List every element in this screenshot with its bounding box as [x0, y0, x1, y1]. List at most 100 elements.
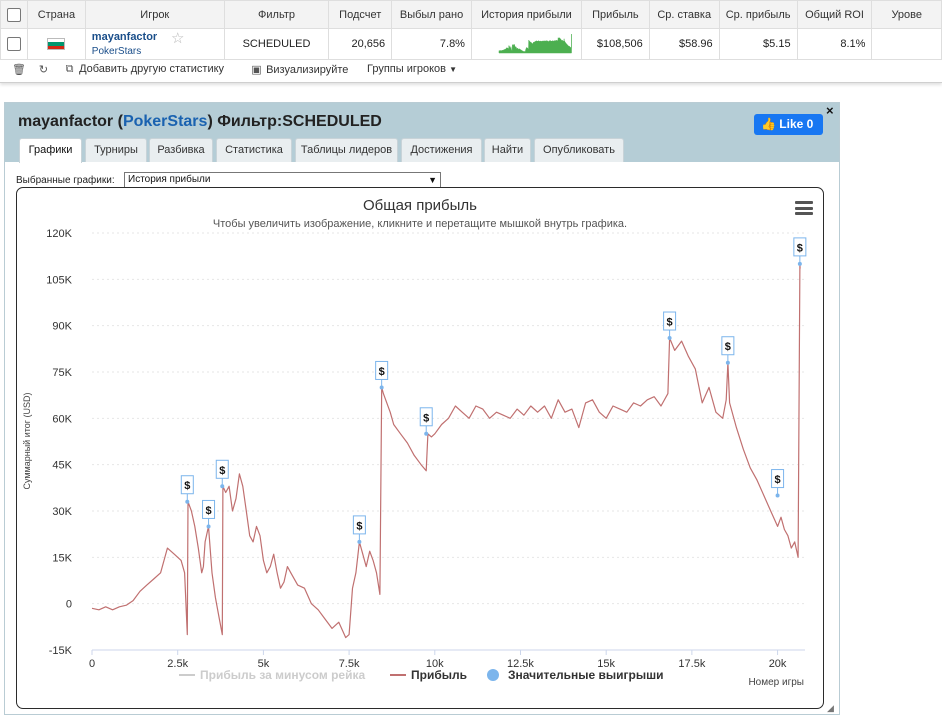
chevron-down-icon: ▼ — [449, 65, 457, 74]
big-win-flag[interactable] — [180, 475, 194, 495]
big-win-flag[interactable] — [352, 515, 366, 535]
big-win-flag-label: $ — [423, 412, 429, 424]
header-count[interactable]: Подсчет — [328, 0, 393, 29]
filter-cell: SCHEDULED — [223, 28, 330, 60]
big-win-flag[interactable] — [375, 360, 389, 380]
favorite-star-icon[interactable]: ☆ — [171, 30, 185, 47]
big-win-flag[interactable] — [215, 459, 229, 479]
legend-item[interactable]: Прибыль — [390, 668, 467, 682]
tab-publish[interactable]: Опубликовать — [534, 138, 624, 162]
x-tick-label: 0 — [89, 658, 95, 670]
big-win-marker[interactable] — [667, 336, 672, 341]
select-all-checkbox[interactable] — [7, 7, 21, 22]
header-player[interactable]: Игрок — [84, 0, 225, 29]
row-select-cell[interactable] — [0, 28, 28, 60]
close-icon[interactable]: × — [826, 103, 834, 118]
panel-paren-open: ( — [117, 113, 123, 130]
big-win-flag-label: $ — [797, 242, 803, 254]
big-win-marker[interactable] — [424, 431, 429, 436]
visualize-label: Визуализируйте — [266, 64, 349, 76]
big-win-flag[interactable] — [793, 237, 807, 257]
header-early-out[interactable]: Выбыл рано — [391, 0, 472, 29]
player-panel: mayanfactor (PokerStars) Фильтр:SCHEDULE… — [4, 102, 840, 715]
y-axis-title: Суммарный итог (USD) — [22, 392, 32, 489]
add-stats-label: Добавить другую статистику — [79, 63, 225, 75]
big-win-marker[interactable] — [797, 261, 802, 266]
chart-select[interactable]: История прибыли ▼ — [124, 172, 441, 188]
refresh-icon[interactable]: ↻ — [38, 64, 49, 76]
tab-tournaments[interactable]: Турниры — [85, 138, 147, 162]
big-win-flag-label: $ — [667, 317, 673, 329]
panel-network-link[interactable]: PokerStars — [122, 113, 208, 130]
player-stats-table: Страна Игрок Фильтр Подсчет Выбыл рано И… — [0, 0, 942, 60]
header-select[interactable] — [0, 0, 28, 29]
player-groups-label: Группы игроков — [367, 63, 446, 75]
big-win-flag[interactable] — [721, 336, 735, 356]
profit-chart-svg[interactable]: Общая прибыль Чтобы увеличить изображение… — [17, 188, 823, 708]
table-toolbar: 🗑 ↻ ⧉ Добавить другую статистику ▣ Визуа… — [0, 59, 942, 81]
header-profit[interactable]: Прибыль — [580, 0, 650, 29]
resize-handle-icon[interactable]: ◢ — [827, 703, 834, 713]
header-level[interactable]: Урове — [871, 0, 942, 29]
visualize-button[interactable]: ▣ Визуализируйте — [250, 63, 348, 76]
tab-charts[interactable]: Графики — [19, 138, 82, 163]
header-total-roi[interactable]: Общий ROI — [796, 0, 873, 29]
early-out-cell: 7.8% — [391, 28, 472, 60]
tab-achievements[interactable]: Достижения — [401, 138, 482, 162]
big-win-flag[interactable] — [202, 499, 216, 519]
player-network-link[interactable]: PokerStars — [91, 45, 142, 57]
tab-leaderboards[interactable]: Таблицы лидеров — [295, 138, 398, 162]
player-groups-dropdown[interactable]: Группы игроков ▼ — [367, 63, 457, 75]
y-tick-label: -15K — [49, 645, 73, 657]
header-avg-stake[interactable]: Ср. ставка — [648, 0, 720, 29]
big-win-marker[interactable] — [379, 385, 384, 390]
facebook-like-button[interactable]: 👍 Like 0 — [754, 114, 823, 135]
x-tick-label: 20k — [769, 658, 787, 670]
big-win-marker[interactable] — [206, 524, 211, 529]
add-window-icon: ⧉ — [65, 63, 74, 75]
panel-title: mayanfactor (PokerStars) Фильтр:SCHEDULE… — [18, 113, 382, 131]
big-win-marker[interactable] — [725, 360, 730, 365]
big-win-flag[interactable] — [419, 407, 433, 427]
big-win-flag[interactable] — [771, 469, 785, 489]
trash-icon[interactable]: 🗑 — [12, 64, 26, 76]
y-tick-label: 105K — [46, 274, 72, 286]
roi-cell: 8.1% — [796, 28, 873, 60]
chevron-down-icon: ▼ — [428, 175, 437, 185]
row-checkbox[interactable] — [7, 37, 21, 51]
x-tick-label: 5k — [258, 658, 270, 670]
big-win-flag-label: $ — [184, 480, 190, 492]
country-cell — [27, 28, 86, 60]
tab-breakdown[interactable]: Разбивка — [149, 138, 213, 162]
legend-item[interactable]: Значительные выигрыши — [487, 668, 664, 682]
big-win-marker[interactable] — [775, 493, 780, 498]
header-profit-history[interactable]: История прибыли — [470, 0, 582, 29]
big-win-marker[interactable] — [185, 499, 190, 504]
header-filter[interactable]: Фильтр — [223, 0, 330, 29]
profit-history-cell[interactable] — [470, 28, 582, 60]
x-tick-label: 15k — [597, 658, 615, 670]
y-tick-label: 90K — [52, 321, 72, 333]
panel-header: mayanfactor (PokerStars) Фильтр:SCHEDULE… — [5, 103, 839, 163]
player-name-link[interactable]: mayanfactor — [91, 30, 158, 43]
big-win-flag[interactable] — [663, 311, 677, 331]
add-stats-button[interactable]: ⧉ Добавить другую статистику — [63, 63, 225, 76]
image-icon: ▣ — [251, 64, 262, 76]
bulgaria-flag-icon — [48, 39, 65, 50]
header-country[interactable]: Страна — [27, 0, 86, 29]
big-win-flag-label: $ — [205, 505, 211, 517]
profit-chart[interactable]: Общая прибыль Чтобы увеличить изображение… — [16, 187, 824, 709]
tab-find[interactable]: Найти — [484, 138, 531, 162]
panel-paren-close: ) — [207, 113, 213, 130]
header-avg-profit[interactable]: Ср. прибыль — [718, 0, 798, 29]
tab-statistics[interactable]: Статистика — [216, 138, 292, 162]
chart-menu-icon[interactable] — [795, 201, 813, 215]
big-win-marker[interactable] — [220, 484, 225, 489]
profit-sparkline[interactable] — [477, 30, 577, 56]
legend-marker-symbol — [487, 669, 499, 681]
y-tick-label: 45K — [52, 460, 72, 472]
x-tick-label: 10k — [426, 658, 444, 670]
avg-stake-cell: $58.96 — [648, 28, 720, 60]
big-win-marker[interactable] — [357, 539, 362, 544]
legend-item[interactable]: Прибыль за минусом рейка — [179, 668, 365, 682]
